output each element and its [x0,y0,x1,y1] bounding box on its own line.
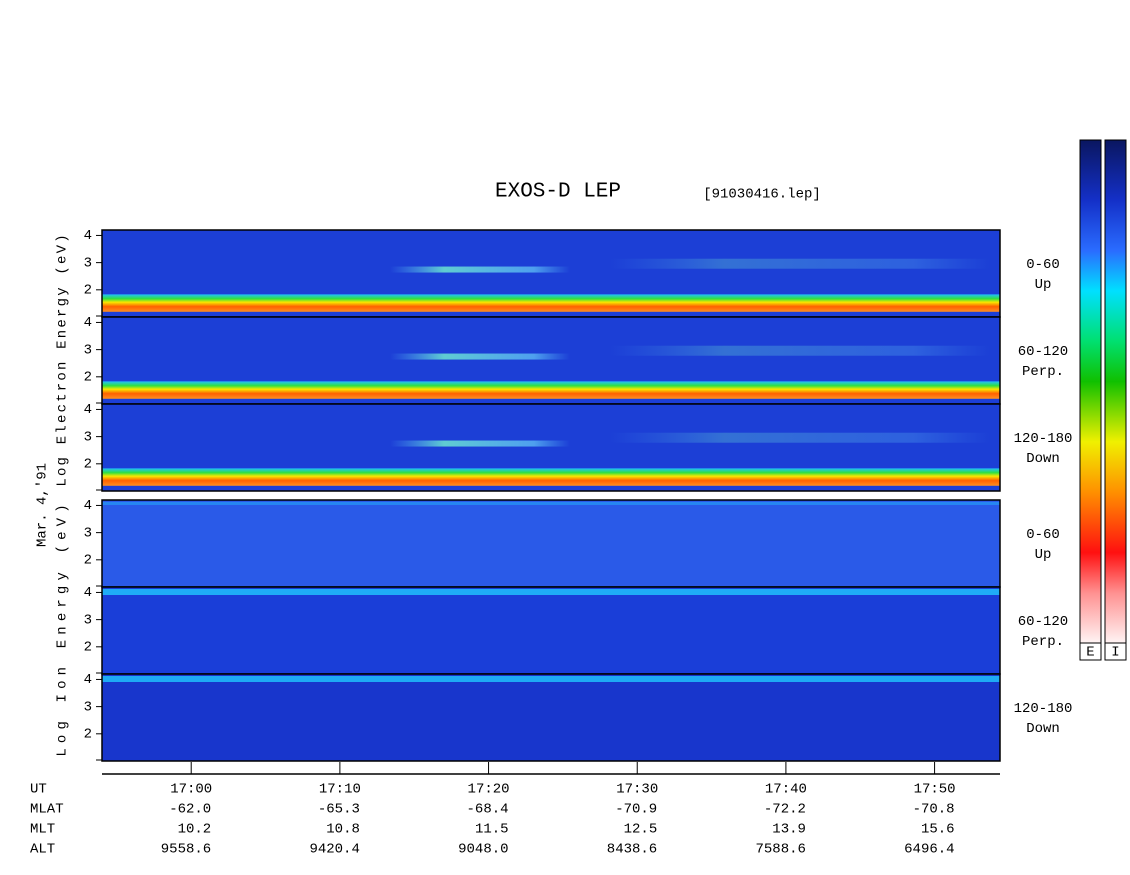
spectrogram-panel [102,674,1000,761]
x-tick-label: 17:20 [468,782,510,798]
y-tick-label: 3 [84,342,92,358]
ephemeris-value: 7588.6 [755,842,805,858]
y-tick-label: 2 [84,553,92,569]
ephemeris-value: -72.2 [764,802,806,818]
chart-title: EXOS-D LEP [495,181,621,204]
x-tick-label: 17:50 [914,782,956,798]
direction-label: Down [1026,721,1060,737]
file-label: [91030416.lep] [703,187,821,203]
y-tick-label: 2 [84,727,92,743]
spectrogram-line [102,676,1000,682]
spectrogram-streak [390,440,570,447]
y-tick-label: 4 [84,498,92,514]
colorbar-label-box [1104,642,1127,661]
ephemeris-value: -68.4 [467,802,509,818]
colorbar-label-box [1079,642,1102,661]
pitch-label: 120-180 [1014,431,1073,447]
date-label: Mar. 4,'91 [35,463,51,547]
x-tick-label: 17:30 [616,782,658,798]
y-tick-label: 3 [84,699,92,715]
spectrogram-band [102,468,1000,486]
spectrogram-panel [102,500,1000,587]
x-tick-label: 17:40 [765,782,807,798]
spectrogram-panel [102,587,1000,674]
x-label: UT [30,782,47,798]
spectrogram-line [102,502,1000,505]
spectrogram-line [102,589,1000,595]
y-tick-label: 2 [84,283,92,299]
pitch-label: 60-120 [1018,614,1068,630]
y-axis-label: Log Electron Energy (eV) [55,234,71,486]
colorbar-label: I [1111,645,1119,661]
y-tick-label: 3 [84,525,92,541]
spectrogram-band [102,294,1000,312]
ephemeris-name: ALT [30,842,55,858]
ephemeris-value: 11.5 [475,822,509,838]
x-tick-label: 17:10 [319,782,361,798]
y-tick-label: 3 [84,429,92,445]
ephemeris-name: MLT [30,822,55,838]
y-tick-label: 2 [84,640,92,656]
y-tick-label: 2 [84,457,92,473]
colorbar [1104,139,1127,644]
ephemeris-value: 9420.4 [309,842,359,858]
y-tick-label: 4 [84,585,92,601]
colorbar [1079,139,1102,644]
ephemeris-value: -70.8 [913,802,955,818]
ephemeris-value: -62.0 [169,802,211,818]
ephemeris-name: MLAT [30,802,64,818]
ephemeris-value: 10.2 [178,822,212,838]
ephemeris-value: 13.9 [772,822,806,838]
spectrogram-band [102,381,1000,399]
y-tick-label: 4 [84,402,92,418]
x-tick-label: 17:00 [170,782,212,798]
spectrogram-streak [610,432,990,443]
ephemeris-value: -70.9 [615,802,657,818]
ephemeris-value: 12.5 [624,822,658,838]
spectrogram-streak [390,266,570,273]
direction-label: Down [1026,451,1060,467]
y-tick-label: 3 [84,255,92,271]
direction-label: Perp. [1022,364,1064,380]
direction-label: Up [1035,277,1052,293]
colorbar-label: E [1086,645,1094,661]
y-axis-label: Log Ion Energy (eV) [55,504,71,756]
ephemeris-value: 8438.6 [607,842,657,858]
y-tick-label: 4 [84,315,92,331]
panel-frame [101,673,1001,762]
ephemeris-value: -65.3 [318,802,360,818]
y-tick-label: 2 [84,370,92,386]
direction-label: Up [1035,547,1052,563]
pitch-label: 120-180 [1014,701,1073,717]
direction-label: Perp. [1022,634,1064,650]
ephemeris-value: 6496.4 [904,842,954,858]
pitch-label: 0-60 [1026,257,1060,273]
pitch-label: 0-60 [1026,527,1060,543]
spectrogram-streak [610,345,990,356]
spectrogram-streak [610,258,990,269]
y-tick-label: 4 [84,672,92,688]
ephemeris-value: 9048.0 [458,842,508,858]
y-tick-label: 3 [84,612,92,628]
y-tick-label: 4 [84,228,92,244]
ephemeris-value: 10.8 [326,822,360,838]
ephemeris-value: 15.6 [921,822,955,838]
ephemeris-value: 9558.6 [161,842,211,858]
pitch-label: 60-120 [1018,344,1068,360]
spectrogram-streak [390,353,570,360]
panel-frame [101,403,1001,492]
